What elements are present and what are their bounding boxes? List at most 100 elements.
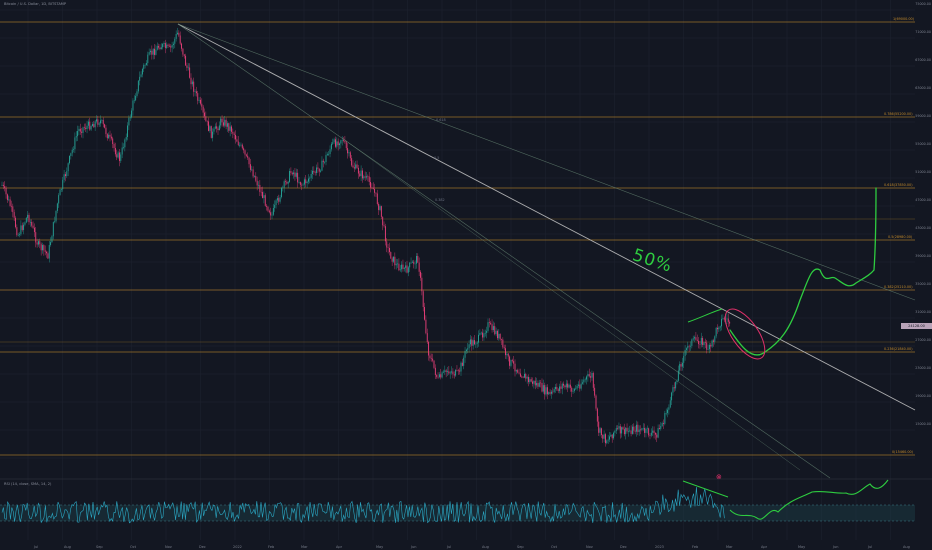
candle-body	[407, 267, 409, 273]
candle-body	[372, 187, 374, 189]
candle-body	[24, 222, 26, 225]
candle-body	[511, 360, 513, 362]
candle-body	[684, 349, 686, 356]
candle-body	[378, 203, 380, 210]
trendline-label: 0.5	[434, 156, 440, 160]
candle-body	[155, 49, 157, 55]
candle-body	[55, 210, 57, 222]
candle-body	[166, 44, 168, 48]
candle-body	[135, 95, 137, 101]
candle-body	[364, 176, 366, 178]
candle-body	[38, 241, 39, 245]
candle-body	[488, 322, 490, 323]
candle-body	[719, 326, 721, 328]
candle-body	[461, 362, 463, 366]
candle-body	[125, 137, 127, 140]
candle-body	[686, 348, 687, 350]
candle-body	[578, 384, 579, 386]
candle-body	[371, 187, 373, 189]
candle-body	[290, 171, 292, 173]
candle-body	[607, 439, 609, 441]
candle-body	[521, 376, 523, 378]
candle-body	[35, 232, 37, 243]
rsi-legend[interactable]: RSI (14, close, SMA, 14, 2)	[4, 482, 52, 486]
time-label: Aug	[903, 545, 910, 549]
candle-body	[102, 120, 104, 125]
candle-body	[356, 164, 358, 168]
candle-body	[59, 189, 61, 196]
candle-body	[642, 427, 644, 429]
candle-body	[587, 374, 589, 377]
candle-body	[168, 45, 170, 47]
fib-label: 0(15460.00)	[892, 450, 913, 454]
main-trendline	[177, 23, 916, 411]
candle-body	[52, 222, 54, 237]
candle-body	[121, 147, 123, 155]
candle-body	[483, 333, 485, 338]
candle-body	[139, 76, 141, 81]
candle-body	[611, 434, 613, 439]
candle-body	[218, 125, 220, 131]
candle-body	[98, 123, 100, 125]
candle-body	[16, 227, 18, 236]
candle-body	[312, 170, 313, 174]
candle-body	[54, 221, 56, 223]
hand-drawn-projection[interactable]	[682, 187, 889, 520]
candle-body	[403, 267, 405, 269]
candle-body	[267, 206, 269, 211]
candle-body	[303, 179, 305, 185]
candle-body	[582, 382, 583, 384]
candle-body	[127, 125, 128, 138]
candle-body	[668, 407, 670, 410]
candle-body	[680, 364, 682, 367]
candle-body	[90, 126, 92, 130]
candle-body	[324, 162, 326, 163]
candle-body	[376, 193, 378, 204]
price-scale[interactable]: 75000.00 71000.00 67000.00 63000.00 5900…	[912, 0, 932, 550]
candle-body	[673, 387, 675, 389]
symbol-legend[interactable]: Bitcoin / U.S. Dollar, 1D, BITSTAMP	[4, 2, 67, 6]
price-tick: 35000.00	[915, 282, 931, 286]
candle-body	[189, 67, 191, 78]
candle-body	[293, 172, 295, 175]
candle-body	[443, 371, 444, 373]
candle-body	[31, 222, 33, 226]
candle-body	[160, 47, 162, 50]
candle-body	[497, 330, 498, 339]
candle-body	[86, 125, 88, 130]
candle-body	[714, 336, 716, 342]
candle-body	[197, 93, 199, 101]
candle-body	[275, 200, 277, 205]
candle-body	[453, 374, 455, 376]
candle-body	[133, 100, 135, 101]
candle-body	[329, 149, 331, 155]
candle-body	[252, 169, 254, 177]
price-tick: 31000.00	[915, 310, 931, 314]
candle-body	[321, 160, 323, 171]
alert-marker-icon[interactable]: ⊗	[716, 473, 722, 481]
candle-body	[8, 199, 10, 201]
candle-body	[449, 372, 451, 374]
candle-body	[120, 154, 122, 161]
candle-body	[405, 265, 407, 268]
fan-line	[177, 23, 916, 301]
candle-body	[291, 172, 293, 175]
candle-body	[259, 184, 261, 192]
candle-body	[309, 177, 311, 179]
candle-body	[13, 212, 15, 218]
price-tick: 47000.00	[915, 198, 931, 202]
candle-body	[621, 427, 623, 434]
candle-body	[702, 337, 704, 346]
candle-body	[123, 147, 124, 148]
candle-body	[490, 322, 492, 325]
candle-body	[605, 434, 606, 444]
candle-body	[417, 255, 419, 263]
trendlines[interactable]	[177, 23, 916, 479]
candle-body	[340, 140, 342, 144]
candle-body	[330, 143, 332, 150]
candle-body	[208, 121, 209, 131]
time-axis[interactable]: Jul Aug Sep Oct Nov Dec 2022 Feb Mar Apr…	[0, 542, 932, 550]
price-tick: 51000.00	[915, 170, 931, 174]
candle-body	[281, 187, 282, 198]
